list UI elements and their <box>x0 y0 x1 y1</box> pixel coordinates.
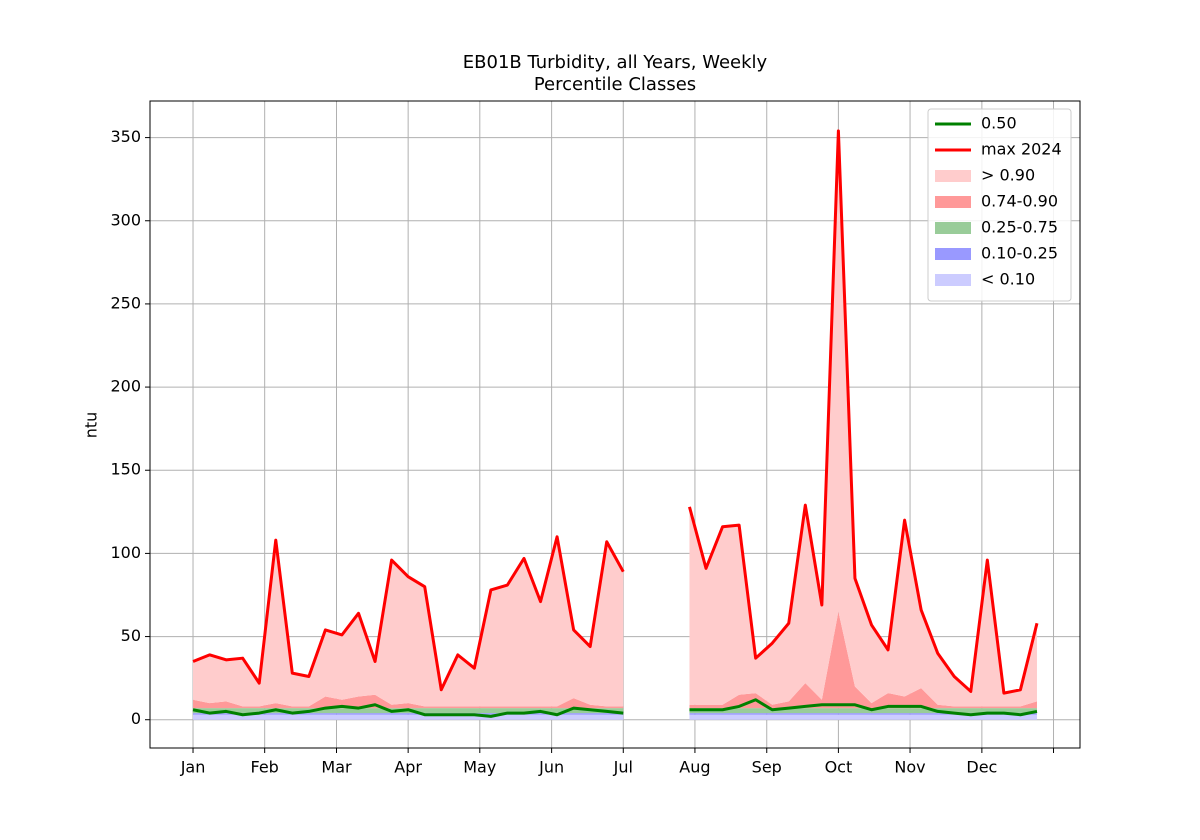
x-tick-label: Nov <box>894 758 925 777</box>
legend-swatch <box>935 274 971 286</box>
y-tick-label: 300 <box>110 210 141 229</box>
legend: 0.50 max 2024 > 0.90 0.74-0.90 0.25-0.75 0.10… <box>927 108 1072 302</box>
x-tick-label: Apr <box>394 758 422 777</box>
line-series <box>192 129 1039 695</box>
x-tick-label: Oct <box>825 758 853 777</box>
legend-label: max 2024 <box>981 140 1062 159</box>
chart-title: EB01B Turbidity, all Years, Weekly <box>463 52 768 73</box>
area-band <box>193 713 1037 715</box>
legend-label: 0.50 <box>981 114 1017 133</box>
plot-frame <box>149 100 1081 749</box>
legend-label: 0.74-0.90 <box>981 192 1058 211</box>
y-tick-label: 250 <box>110 293 141 312</box>
y-tick-label: 50 <box>121 626 141 645</box>
y-tick-label: 100 <box>110 543 141 562</box>
y-axis-label: ntu <box>82 412 101 439</box>
x-tick-label: Sep <box>752 758 782 777</box>
legend-label: < 0.10 <box>981 270 1035 289</box>
chart-subtitle: Percentile Classes <box>534 74 696 95</box>
legend-label: 0.10-0.25 <box>981 244 1058 263</box>
area-band <box>193 130 1037 707</box>
x-tick-label: Jul <box>613 758 633 777</box>
area-band <box>193 714 1037 720</box>
legend-swatch <box>935 222 971 234</box>
x-tick-label: Mar <box>321 758 352 777</box>
y-tick-label: 200 <box>110 377 141 396</box>
legend-label: > 0.90 <box>981 166 1035 185</box>
x-tick-label: Dec <box>966 758 997 777</box>
legend-label: 0.25-0.75 <box>981 218 1058 237</box>
x-tick-label: Jun <box>538 758 564 777</box>
legend-swatch <box>935 170 971 182</box>
x-tick-label: Feb <box>251 758 279 777</box>
y-tick-label: 150 <box>110 460 141 479</box>
line-series <box>192 698 1038 718</box>
y-tick-label: 0 <box>131 709 141 728</box>
legend-swatch <box>935 196 971 208</box>
legend-swatch <box>935 248 971 260</box>
x-tick-label: May <box>463 758 496 777</box>
x-tick-label: Jan <box>180 758 206 777</box>
x-tick-label: Aug <box>679 758 710 777</box>
area-band <box>193 611 1037 709</box>
y-tick-label: 350 <box>110 127 141 146</box>
